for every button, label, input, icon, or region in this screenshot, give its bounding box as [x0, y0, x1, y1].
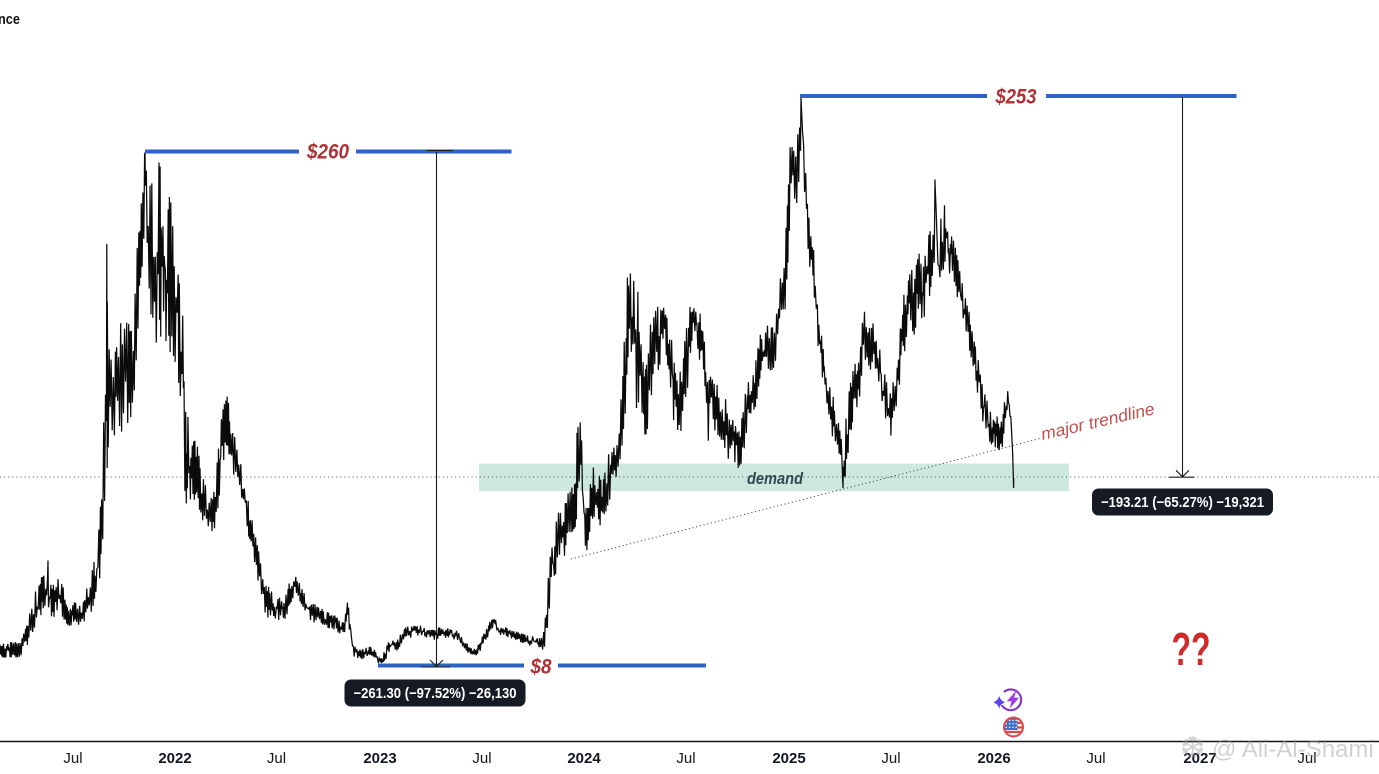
svg-text:2023: 2023	[363, 750, 396, 767]
svg-text:2022: 2022	[158, 750, 191, 767]
svg-text:??: ??	[1172, 623, 1211, 675]
svg-text:Jul: Jul	[676, 750, 695, 767]
svg-text:Jul: Jul	[1086, 750, 1105, 767]
svg-text:2026: 2026	[977, 750, 1010, 767]
svg-text:2027: 2027	[1183, 750, 1216, 767]
svg-text:Jul: Jul	[881, 750, 900, 767]
svg-text:❆: ❆	[1180, 732, 1205, 765]
svg-text:@ Ali-Al-Shami: @ Ali-Al-Shami	[1212, 736, 1374, 763]
svg-text:nce: nce	[0, 11, 20, 28]
svg-text:2024: 2024	[567, 750, 601, 767]
svg-text:−261.30 (−97.52%) −26,130: −261.30 (−97.52%) −26,130	[354, 686, 517, 702]
svg-text:Jul: Jul	[472, 750, 491, 767]
svg-text:−193.21 (−65.27%) −19,321: −193.21 (−65.27%) −19,321	[1101, 495, 1264, 511]
svg-text:major trendline: major trendline	[1039, 399, 1156, 444]
svg-text:Jul: Jul	[1297, 750, 1316, 767]
svg-text:2025: 2025	[772, 750, 805, 767]
svg-text:$253: $253	[995, 85, 1037, 109]
svg-text:Jul: Jul	[63, 750, 82, 767]
svg-text:$260: $260	[306, 140, 349, 164]
svg-text:$8: $8	[530, 655, 552, 679]
svg-text:demand: demand	[747, 469, 804, 488]
svg-text:Jul: Jul	[267, 750, 286, 767]
